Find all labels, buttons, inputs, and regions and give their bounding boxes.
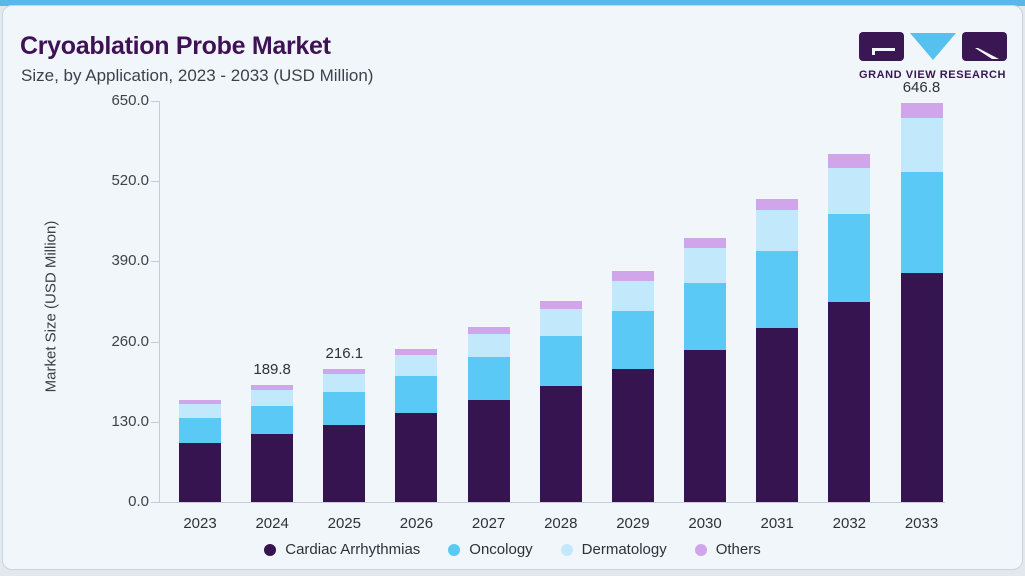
bar-segment-others — [900, 102, 943, 119]
x-tick-label: 2025 — [327, 515, 361, 532]
bar-segment-dermatology — [323, 374, 366, 393]
bar-segment-others — [611, 271, 654, 281]
bar-segment-cardiac-arrhythmias — [828, 302, 871, 502]
x-tick-label: 2029 — [616, 515, 650, 532]
bar-segment-others — [323, 368, 366, 375]
y-tick-label: 650.0 — [111, 92, 149, 109]
y-tick-label: 390.0 — [111, 252, 149, 270]
bar-segment-cardiac-arrhythmias — [900, 273, 943, 502]
y-tick-mark — [151, 421, 159, 423]
legend-dot-icon — [264, 543, 277, 556]
y-tick-mark — [151, 341, 159, 343]
x-tick-label: 2033 — [904, 515, 939, 532]
bar-segment-dermatology — [684, 247, 727, 284]
x-tick-label: 2030 — [688, 515, 722, 532]
y-tick-mark — [151, 502, 159, 503]
bar-segment-oncology — [179, 418, 221, 443]
bar-segment-others — [756, 198, 799, 211]
x-tick-label: 2028 — [544, 515, 578, 532]
bar-segment-dermatology — [467, 333, 510, 358]
bar-segment-oncology — [684, 283, 727, 350]
bar-segment-dermatology — [828, 167, 871, 215]
page-title: Cryoablation Probe Market — [20, 32, 331, 60]
legend-item: Cardiac Arrhythmias — [264, 541, 420, 558]
legend-label: Others — [715, 541, 761, 558]
bar-segment-cardiac-arrhythmias — [395, 413, 438, 502]
x-tick-label: 2031 — [760, 515, 794, 532]
bar-segment-cardiac-arrhythmias — [539, 385, 582, 502]
legend-dot-icon — [694, 543, 707, 556]
y-tick-label: 0.0 — [128, 493, 149, 510]
legend-item: Dermatology — [560, 541, 667, 558]
bar-segment-oncology — [467, 357, 510, 401]
bar-segment-dermatology — [611, 280, 654, 312]
bar-segment-others — [539, 300, 582, 309]
legend-dot-icon — [448, 543, 461, 556]
x-tick-label: 2024 — [255, 515, 289, 532]
bar-segment-cardiac-arrhythmias — [611, 368, 654, 502]
y-tick-mark — [151, 101, 159, 102]
legend-item: Others — [694, 541, 761, 558]
bar-segment-dermatology — [179, 404, 221, 419]
x-axis-line — [151, 502, 945, 503]
y-tick-label: 260.0 — [111, 332, 149, 350]
bar-segment-dermatology — [251, 389, 294, 406]
bar-segment-oncology — [828, 214, 871, 303]
y-tick-mark — [151, 261, 159, 263]
bar-segment-oncology — [323, 392, 366, 425]
legend-dot-icon — [560, 543, 573, 556]
bar-segment-others — [467, 326, 510, 334]
bar-segment-oncology — [251, 405, 294, 434]
bar-segment-others — [828, 154, 871, 168]
bar-segment-dermatology — [539, 308, 582, 336]
bar-segment-dermatology — [756, 210, 799, 251]
bar-segment-cardiac-arrhythmias — [684, 349, 727, 502]
bar-segment-cardiac-arrhythmias — [467, 400, 510, 502]
bar-segment-cardiac-arrhythmias — [323, 424, 366, 502]
bar-segment-others — [179, 399, 221, 405]
y-axis-line — [159, 101, 160, 503]
bar-segment-cardiac-arrhythmias — [179, 442, 221, 502]
bar-value-label: 216.1 — [325, 344, 364, 362]
y-tick-label: 130.0 — [111, 412, 149, 430]
legend: Cardiac Arrhythmias Oncology Dermatology Ot… — [3, 541, 1022, 558]
y-axis-title: Market Size (USD Million) — [42, 220, 60, 393]
bar-segment-oncology — [900, 171, 943, 274]
bar-segment-cardiac-arrhythmias — [756, 327, 799, 502]
x-tick-label: 2027 — [471, 515, 506, 532]
top-accent-strip — [0, 0, 1025, 6]
bar-segment-dermatology — [900, 118, 943, 172]
bar-segment-oncology — [611, 311, 654, 369]
legend-label: Dermatology — [581, 541, 667, 558]
logo-text: GRAND VIEW RESEARCH — [859, 69, 1007, 81]
y-tick-label: 520.0 — [111, 172, 149, 190]
x-tick-label: 2032 — [832, 515, 867, 532]
bar-segment-dermatology — [395, 355, 438, 376]
y-tick-mark — [151, 181, 159, 183]
legend-label: Cardiac Arrhythmias — [285, 541, 421, 558]
bar-value-label: 189.8 — [253, 360, 291, 378]
bar-segment-oncology — [395, 375, 438, 414]
bar-segment-oncology — [539, 335, 582, 386]
legend-label: Oncology — [469, 541, 533, 558]
bar-segment-cardiac-arrhythmias — [251, 433, 294, 502]
bar-segment-others — [684, 237, 727, 248]
bar-segment-oncology — [756, 250, 799, 328]
x-tick-label: 2026 — [399, 515, 434, 532]
chart-card: Cryoablation Probe Market Size, by Appli… — [2, 5, 1023, 570]
bar-segment-others — [251, 384, 294, 390]
bar-segment-others — [395, 349, 438, 356]
legend-item: Oncology — [448, 541, 533, 558]
brand-logo: GRAND VIEW RESEARCH — [859, 30, 1007, 87]
x-tick-label: 2023 — [183, 515, 217, 532]
bar-value-label: 646.8 — [902, 78, 941, 96]
grand-view-research-logo-icon: GRAND VIEW RESEARCH — [859, 32, 1007, 81]
page-subtitle: Size, by Application, 2023 - 2033 (USD M… — [21, 66, 374, 85]
